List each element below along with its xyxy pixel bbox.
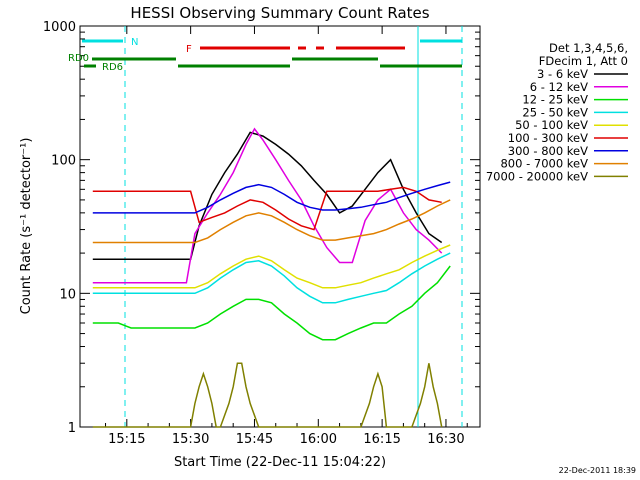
y-tick-label-2: 100 <box>51 154 76 169</box>
series-line-6 <box>92 181 451 214</box>
series-line-8 <box>92 362 443 428</box>
y-axis-label: Count Rate (s⁻¹ detector⁻¹) <box>19 138 34 315</box>
series-line-0 <box>92 131 443 260</box>
flare-flag-label: F <box>186 44 192 55</box>
y-tick-label-0: 1 <box>68 421 76 436</box>
legend-label-7: 800 - 7000 keV <box>500 157 588 171</box>
flag-bars: N F RD0 RD6 <box>68 37 462 73</box>
legend-label-4: 50 - 100 keV <box>515 118 588 132</box>
night-flag-label: N <box>131 37 138 48</box>
y-axis-ticks: 1 10 100 1000 <box>43 20 480 436</box>
y-tick-label-3: 1000 <box>43 20 76 35</box>
x-tick-label-2: 15:45 <box>236 432 273 447</box>
rd0-flag-label: RD0 <box>68 53 89 64</box>
legend-label-6: 300 - 800 keV <box>508 144 588 158</box>
chart-title: HESSI Observing Summary Count Rates <box>130 4 429 22</box>
legend-label-8: 7000 - 20000 keV <box>486 169 588 183</box>
legend-label-3: 25 - 50 keV <box>522 105 588 119</box>
x-axis-label: Start Time (22-Dec-11 15:04:22) <box>174 455 386 470</box>
series-line-7 <box>92 199 451 244</box>
x-axis-ticks: 15:15 15:30 15:45 16:00 16:15 16:30 <box>105 26 468 447</box>
series-group <box>92 127 451 428</box>
series-line-2 <box>92 265 451 341</box>
x-tick-label-0: 15:15 <box>108 432 145 447</box>
legend-header-line-1: Det 1,3,4,5,6, <box>549 41 628 55</box>
series-line-4 <box>92 244 451 289</box>
plot-frame <box>79 25 481 428</box>
timestamp: 22-Dec-2011 18:39 <box>559 466 636 475</box>
legend-label-2: 12 - 25 keV <box>522 93 588 107</box>
legend: Det 1,3,4,5,6, FDecim 1, Att 0 3 - 6 keV… <box>486 41 628 183</box>
x-tick-label-4: 16:15 <box>363 432 400 447</box>
y-tick-label-1: 10 <box>59 287 76 302</box>
rd6-flag-label: RD6 <box>102 62 123 73</box>
x-tick-label-3: 16:00 <box>300 432 337 447</box>
legend-label-0: 3 - 6 keV <box>537 67 588 81</box>
legend-label-1: 6 - 12 keV <box>530 80 588 94</box>
x-tick-label-5: 16:30 <box>427 432 464 447</box>
legend-header-line-2: FDecim 1, Att 0 <box>539 54 628 68</box>
legend-label-5: 100 - 300 keV <box>508 131 588 145</box>
series-line-5 <box>92 186 442 231</box>
series-line-1 <box>92 127 443 284</box>
attenuator-markers <box>124 26 463 427</box>
series-line-3 <box>92 252 451 304</box>
x-tick-label-1: 15:30 <box>172 432 209 447</box>
